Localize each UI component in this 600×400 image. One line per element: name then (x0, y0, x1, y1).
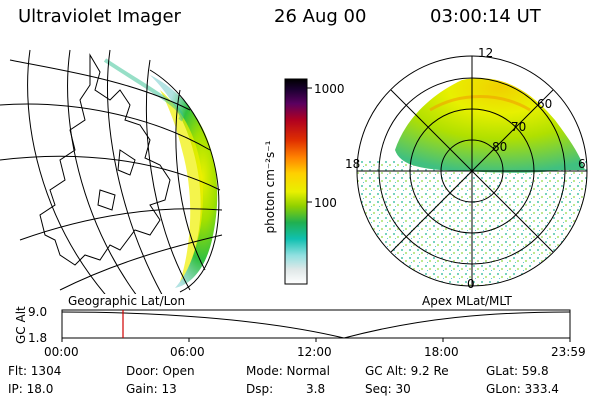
lat-label-70: 70 (511, 120, 527, 134)
dsp-value: 3.8 (306, 382, 326, 396)
geo-caption: Geographic Lat/Lon (68, 294, 186, 308)
geo-grid (0, 49, 223, 294)
alt-xtick-0000: 00:00 (44, 345, 79, 359)
door-status: Door: Open (126, 364, 195, 378)
mlt-label-0: 0 (467, 277, 475, 291)
colorbar-tick-100: 100 (314, 196, 337, 210)
ip-value: IP: 18.0 (8, 382, 54, 396)
time-label: 03:00:14 UT (430, 6, 541, 27)
alt-xtick-0600: 06:00 (170, 345, 205, 359)
gc-alt: GC Alt: 9.2 Re (365, 364, 449, 378)
mlt-label-18: 18 (345, 157, 361, 171)
polar-caption: Apex MLat/MLT (422, 294, 512, 308)
dsp-label: Dsp: (246, 382, 274, 396)
colorbar-tick-1000: 1000 (314, 82, 345, 96)
gain-value: Gain: 13 (126, 382, 177, 396)
mode-value: Mode: Normal (246, 364, 330, 378)
lat-label-60: 60 (537, 97, 553, 111)
glon-value: GLon: 333.4 (486, 382, 559, 396)
alt-ytick-9: 9.0 (28, 305, 48, 319)
alt-xtick-1800: 18:00 (424, 345, 459, 359)
seq-value: Seq: 30 (365, 382, 411, 396)
mlt-label-12: 12 (478, 46, 494, 60)
instrument-title: Ultraviolet Imager (18, 6, 181, 27)
lat-label-80: 80 (492, 140, 508, 154)
mlt-label-6: 6 (578, 157, 586, 171)
date-label: 26 Aug 00 (274, 6, 367, 27)
alt-ytick-1-8: 1.8 (28, 331, 48, 345)
alt-ylabel: GC Alt (14, 306, 28, 344)
alt-xtick-2359: 23:59 (551, 345, 586, 359)
flight-number: Flt: 1304 (8, 364, 62, 378)
glat-value: GLat: 59.8 (486, 364, 549, 378)
alt-xtick-1200: 12:00 (297, 345, 332, 359)
